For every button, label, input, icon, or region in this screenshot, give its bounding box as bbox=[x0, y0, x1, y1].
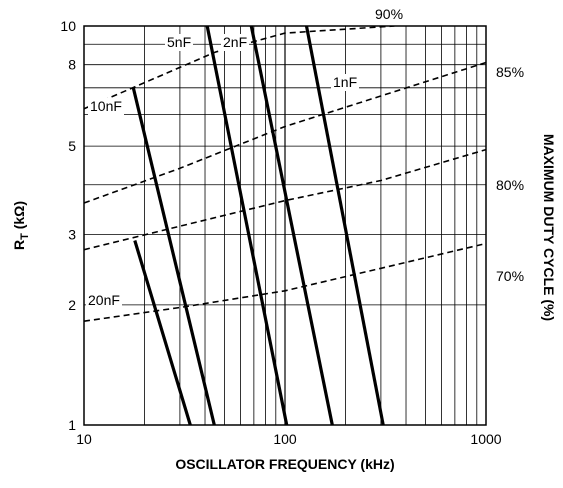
y-tick-label: 2 bbox=[68, 297, 76, 313]
label-background bbox=[86, 292, 122, 309]
x-tick-labels: 10 100 1000 bbox=[76, 431, 502, 447]
capacitance-line-2nf bbox=[249, 25, 334, 426]
label-background bbox=[88, 98, 124, 115]
capacitance-label-5nf: 5nF bbox=[167, 34, 191, 50]
x-tick-label: 100 bbox=[273, 431, 297, 447]
label-background bbox=[331, 74, 359, 91]
capacitance-label-20nf: 20nF bbox=[88, 292, 120, 308]
duty-cycle-line-85pct bbox=[84, 61, 486, 204]
capacitance-line-1nf bbox=[304, 25, 385, 426]
duty-cycle-label-85pct: 85% bbox=[496, 64, 524, 80]
y-tick-label: 3 bbox=[68, 227, 76, 243]
capacitance-line-20nf bbox=[133, 240, 192, 426]
capacitance-line-10nf bbox=[131, 87, 216, 426]
duty-cycle-line-80pct bbox=[84, 148, 486, 251]
duty-cycle-label-90pct: 90% bbox=[375, 6, 403, 22]
duty-cycle-line-70pct bbox=[84, 242, 486, 322]
y-tick-label: 1 bbox=[68, 417, 76, 433]
y-axis-title-subscript: T bbox=[19, 233, 31, 240]
capacitance-curves bbox=[131, 25, 385, 426]
capacitance-label-2nf: 2nF bbox=[223, 34, 247, 50]
capacitance-line-5nf bbox=[205, 25, 289, 426]
duty-cycle-label-80pct: 80% bbox=[496, 177, 524, 193]
x-axis-title: OSCILLATOR FREQUENCY (kHz) bbox=[175, 456, 394, 472]
y-axis-title: RT (kΩ) bbox=[11, 201, 31, 250]
y-tick-label: 8 bbox=[68, 57, 76, 73]
duty-cycle-curves bbox=[84, 26, 486, 322]
x-tick-label: 1000 bbox=[470, 431, 501, 447]
y-tick-label: 5 bbox=[68, 138, 76, 154]
label-background bbox=[165, 34, 193, 51]
y-tick-labels: 1 2 3 5 8 10 bbox=[60, 18, 76, 433]
y-axis-title-main: R bbox=[11, 240, 27, 250]
secondary-axis-title: MAXIMUM DUTY CYCLE (%) bbox=[541, 134, 557, 321]
y-axis-title-unit: (kΩ) bbox=[11, 201, 27, 233]
series-labels: 20nF 10nF 5nF 2nF 1nF 90% 85% 80% 70% bbox=[86, 6, 524, 309]
label-background bbox=[221, 34, 249, 51]
x-tick-label: 10 bbox=[76, 431, 92, 447]
plot-frame bbox=[83, 25, 487, 426]
capacitance-label-1nf: 1nF bbox=[333, 74, 357, 90]
duty-cycle-label-70pct: 70% bbox=[496, 268, 524, 284]
y-tick-label: 10 bbox=[60, 18, 76, 34]
capacitance-label-10nf: 10nF bbox=[90, 98, 122, 114]
duty-cycle-line-90pct bbox=[84, 26, 395, 110]
